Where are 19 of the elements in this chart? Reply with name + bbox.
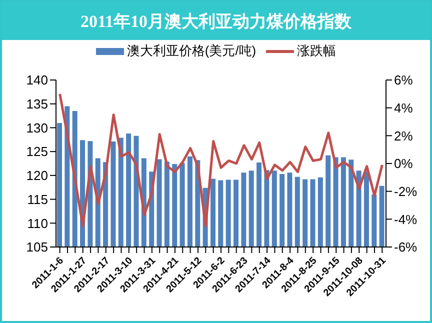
y2-tick-label: 4% [394, 100, 414, 116]
y2-tick-label: 6% [394, 72, 414, 88]
y2-tick-label: -4% [394, 212, 418, 227]
y2-tick-label: -6% [394, 240, 418, 255]
line-series [58, 92, 384, 228]
y2-tick-label: 0% [394, 156, 414, 172]
y-tick-label: 110 [27, 216, 48, 231]
legend-label: 澳大利亚价格(美元/吨) [126, 42, 256, 60]
y-tick-label: 115 [27, 192, 48, 207]
chart-title: 2011年10月澳大利亚动力煤价格指数 [2, 2, 430, 40]
y-tick-label: 135 [26, 96, 48, 112]
y-tick-label: 105 [26, 240, 48, 255]
y-tick-label: 140 [26, 72, 48, 88]
y-tick-label: 125 [26, 144, 48, 160]
legend-label: 涨跌幅 [297, 42, 336, 60]
y-tick-label: 120 [26, 168, 48, 184]
y2-tick-label: 2% [394, 128, 414, 144]
y-tick-label: 130 [26, 120, 48, 136]
y2-tick-label: -2% [394, 184, 418, 199]
